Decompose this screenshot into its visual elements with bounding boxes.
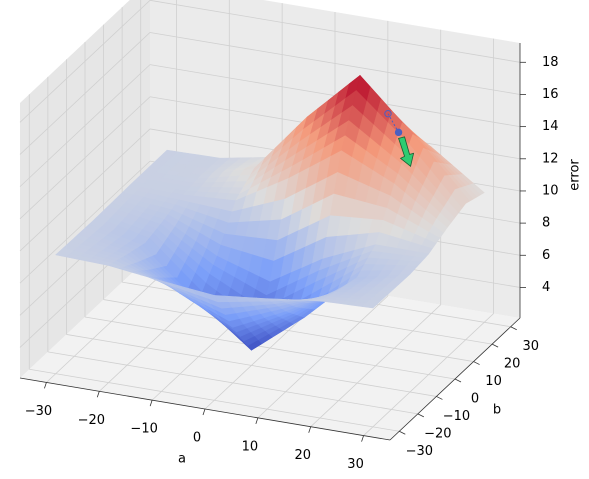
- z-tick-label: 6: [542, 248, 550, 263]
- y-tick-label: −20: [424, 426, 451, 441]
- y-tick-label: 0: [471, 392, 479, 407]
- x-tick: [202, 408, 206, 416]
- x-tick: [96, 391, 100, 398]
- grid-line: [47, 351, 418, 415]
- z-axis-label: error: [568, 159, 583, 191]
- x-tick: [44, 382, 47, 389]
- grid-line: [19, 160, 151, 284]
- z-tick-label: 14: [542, 119, 559, 134]
- z-tick-label: 18: [542, 55, 559, 70]
- y-tick-label: −30: [406, 444, 433, 459]
- x-tick-label: 10: [242, 439, 259, 454]
- x-tick-label: 20: [294, 448, 311, 463]
- z-tick-label: 12: [542, 151, 559, 166]
- y-tick: [510, 326, 517, 331]
- grid-line: [19, 128, 151, 252]
- grid-line: [103, 299, 474, 362]
- y-tick: [473, 361, 480, 365]
- y-tick: [417, 413, 425, 418]
- grid-line: [149, 0, 521, 63]
- x-tick: [308, 426, 312, 433]
- surface-patch: [361, 303, 377, 309]
- x-tick-label: −20: [78, 413, 105, 428]
- x-tick: [361, 435, 364, 442]
- x-tick-label: −30: [25, 404, 52, 419]
- grid-line: [19, 96, 151, 220]
- grid-line: [29, 368, 400, 432]
- y-tick-label: 30: [522, 339, 539, 354]
- y-axis-label: b: [493, 403, 501, 418]
- grid-line: [66, 334, 437, 397]
- grid-line: [149, 32, 521, 95]
- y-tick-label: −10: [443, 409, 470, 424]
- grid-line: [84, 316, 456, 380]
- y-tick-label: 20: [504, 357, 521, 372]
- grid-line: [19, 0, 151, 123]
- axes-layer: [19, 43, 526, 442]
- surface-layer: [55, 75, 485, 351]
- x-tick-label: 30: [347, 457, 364, 472]
- z-tick-label: 8: [542, 216, 550, 231]
- grid-line: [19, 64, 151, 187]
- marks-layer: [384, 109, 415, 168]
- y-tick-label: 10: [485, 374, 502, 389]
- x-tick-label: −10: [130, 422, 157, 437]
- path-point: [394, 128, 403, 137]
- y-tick: [491, 343, 499, 348]
- gradient-arrow: [398, 136, 415, 168]
- labels-layer: −30−20−100102030−30−20−10010203046810121…: [25, 55, 559, 472]
- x-tick: [149, 400, 153, 407]
- x-tick-label: 0: [193, 431, 201, 446]
- x-axis-label: a: [178, 452, 186, 467]
- y-tick: [436, 396, 443, 400]
- y-tick: [454, 378, 462, 383]
- path-point: [384, 109, 392, 118]
- y-tick: [399, 430, 406, 435]
- z-tick-label: 4: [542, 280, 550, 295]
- z-tick-label: 16: [542, 87, 559, 102]
- x-tick: [255, 417, 259, 424]
- z-tick-label: 10: [542, 183, 559, 198]
- grid-line: [19, 32, 151, 155]
